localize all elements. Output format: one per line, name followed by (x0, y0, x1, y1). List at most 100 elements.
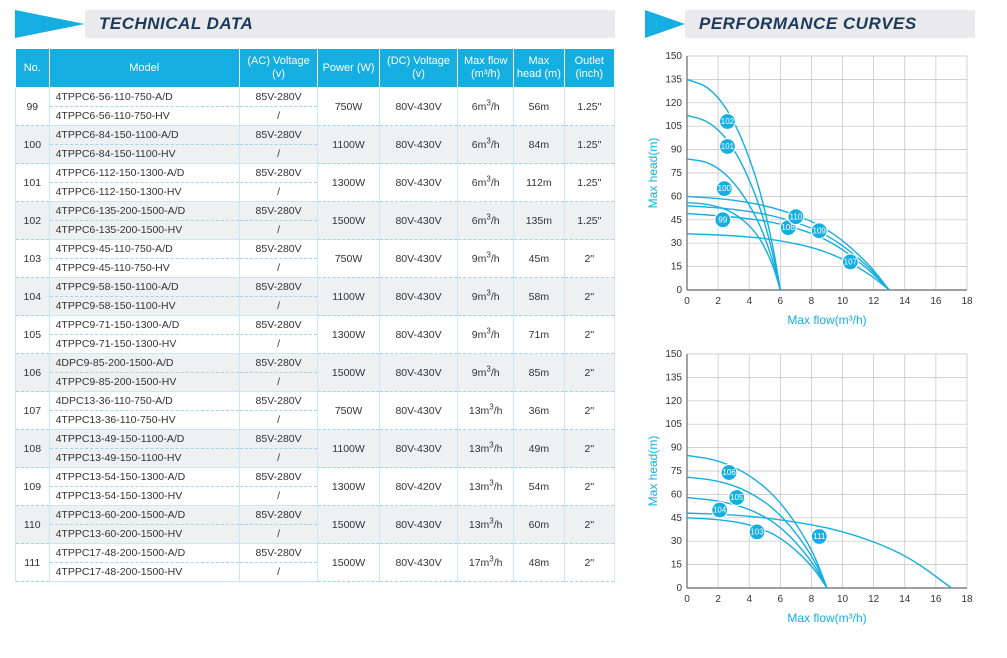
curve-100 (687, 159, 780, 290)
cell-ac: / (239, 145, 317, 164)
cell-ac: 85V-280V (239, 202, 317, 221)
cell-ac: 85V-280V (239, 316, 317, 335)
cell-ac: / (239, 335, 317, 354)
cell-model: 4TPPC13-49-150-1100-HV (49, 449, 239, 468)
cell-flow: 6m3/h (458, 202, 514, 240)
svg-text:15: 15 (671, 560, 683, 571)
cell-dc: 80V-430V (379, 316, 457, 354)
cell-power: 1500W (318, 544, 380, 582)
cell-no: 103 (16, 240, 50, 278)
svg-text:6: 6 (778, 594, 784, 605)
technical-data-header: TECHNICAL DATA (15, 10, 615, 38)
cell-flow: 9m3/h (458, 240, 514, 278)
cell-ac: 85V-280V (239, 240, 317, 259)
svg-text:150: 150 (665, 51, 682, 62)
cell-flow: 13m3/h (458, 468, 514, 506)
cell-model: 4TPPC9-45-110-750-HV (49, 259, 239, 278)
col-no: No. (16, 49, 50, 88)
cell-ac: / (239, 563, 317, 582)
svg-text:45: 45 (671, 513, 683, 524)
cell-outlet: 2" (564, 430, 614, 468)
cell-ac: 85V-280V (239, 88, 317, 107)
cell-no: 107 (16, 392, 50, 430)
svg-text:12: 12 (868, 296, 880, 307)
cell-flow: 13m3/h (458, 506, 514, 544)
col-head: Max head (m) (514, 49, 564, 88)
cell-model: 4TPPC6-112-150-1300-HV (49, 183, 239, 202)
svg-text:75: 75 (671, 466, 683, 477)
cell-ac: 85V-280V (239, 126, 317, 145)
svg-text:0: 0 (676, 583, 682, 594)
cell-ac: 85V-280V (239, 354, 317, 373)
cell-flow: 13m3/h (458, 430, 514, 468)
cell-no: 111 (16, 544, 50, 582)
cell-ac: / (239, 107, 317, 126)
cell-outlet: 2" (564, 316, 614, 354)
cell-no: 105 (16, 316, 50, 354)
svg-text:12: 12 (868, 594, 880, 605)
cell-outlet: 2" (564, 240, 614, 278)
cell-head: 54m (514, 468, 564, 506)
col-dc: (DC) Voltage (v) (379, 49, 457, 88)
cell-model: 4TPPC13-54-150-1300-HV (49, 487, 239, 506)
svg-text:Max head(m): Max head(m) (646, 138, 660, 209)
cell-power: 1100W (318, 430, 380, 468)
cell-head: 71m (514, 316, 564, 354)
cell-power: 1300W (318, 468, 380, 506)
cell-dc: 80V-430V (379, 354, 457, 392)
svg-text:14: 14 (899, 296, 911, 307)
svg-text:0: 0 (676, 285, 682, 296)
cell-ac: / (239, 487, 317, 506)
svg-text:109: 109 (813, 226, 827, 235)
svg-text:30: 30 (671, 536, 683, 547)
cell-flow: 13m3/h (458, 392, 514, 430)
cell-outlet: 1.25" (564, 88, 614, 126)
svg-text:103: 103 (750, 527, 764, 536)
cell-ac: 85V-280V (239, 468, 317, 487)
table-row: 101 4TPPC6-112-150-1300-A/D 85V-280V 130… (16, 164, 615, 183)
svg-text:105: 105 (665, 419, 682, 430)
svg-text:135: 135 (665, 372, 682, 383)
curve-104 (687, 498, 827, 588)
cell-model: 4TPPC6-135-200-1500-HV (49, 221, 239, 240)
cell-outlet: 2" (564, 506, 614, 544)
cell-power: 1100W (318, 278, 380, 316)
cell-model: 4TPPC6-112-150-1300-A/D (49, 164, 239, 183)
cell-power: 1500W (318, 354, 380, 392)
cell-outlet: 1.25" (564, 164, 614, 202)
svg-text:105: 105 (730, 493, 744, 502)
svg-text:30: 30 (671, 238, 683, 249)
cell-no: 110 (16, 506, 50, 544)
cell-model: 4TPPC6-56-110-750-A/D (49, 88, 239, 107)
cell-flow: 6m3/h (458, 164, 514, 202)
cell-model: 4TPPC9-58-150-1100-HV (49, 297, 239, 316)
svg-text:120: 120 (665, 396, 682, 407)
cell-model: 4TPPC17-48-200-1500-HV (49, 563, 239, 582)
svg-text:4: 4 (746, 296, 752, 307)
header-arrow (645, 10, 685, 38)
svg-text:120: 120 (665, 98, 682, 109)
cell-ac: / (239, 525, 317, 544)
table-row: 108 4TPPC13-49-150-1100-A/D 85V-280V 110… (16, 430, 615, 449)
cell-model: 4TPPC6-135-200-1500-A/D (49, 202, 239, 221)
cell-head: 58m (514, 278, 564, 316)
cell-model: 4TPPC9-45-110-750-A/D (49, 240, 239, 259)
cell-model: 4TPPC13-36-110-750-HV (49, 411, 239, 430)
svg-text:14: 14 (899, 594, 911, 605)
cell-head: 60m (514, 506, 564, 544)
cell-model: 4TPPC6-84-150-1100-A/D (49, 126, 239, 145)
svg-text:100: 100 (718, 184, 732, 193)
svg-text:107: 107 (844, 258, 858, 267)
cell-dc: 80V-430V (379, 544, 457, 582)
table-row: 106 4DPC9-85-200-1500-A/D 85V-280V 1500W… (16, 354, 615, 373)
cell-power: 750W (318, 88, 380, 126)
cell-model: 4TPPC9-71-150-1300-HV (49, 335, 239, 354)
cell-dc: 80V-430V (379, 278, 457, 316)
cell-outlet: 2" (564, 278, 614, 316)
svg-text:45: 45 (671, 215, 683, 226)
cell-dc: 80V-430V (379, 126, 457, 164)
cell-dc: 80V-420V (379, 468, 457, 506)
cell-power: 1500W (318, 506, 380, 544)
cell-ac: / (239, 297, 317, 316)
cell-power: 1300W (318, 316, 380, 354)
